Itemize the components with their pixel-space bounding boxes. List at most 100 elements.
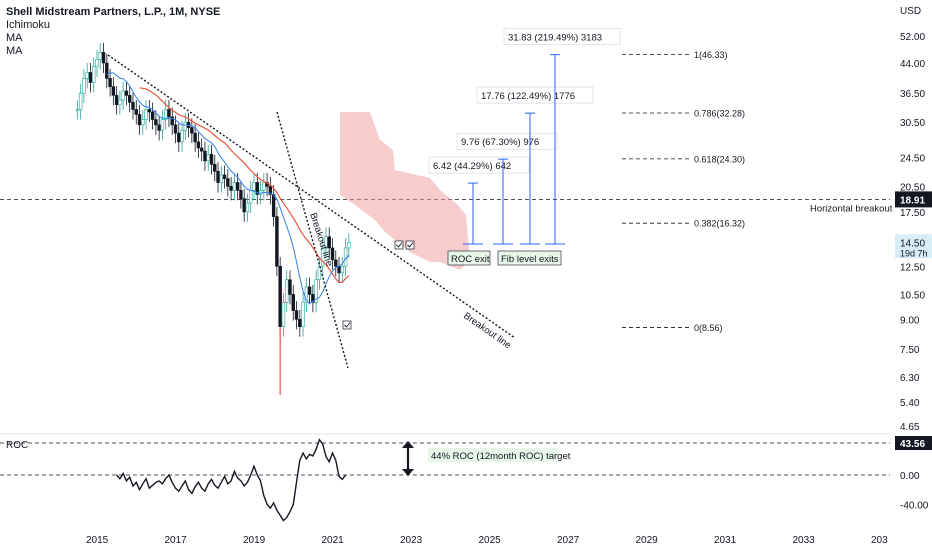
candle-body — [327, 236, 331, 249]
candle-body — [288, 279, 292, 295]
candle-body — [311, 294, 315, 303]
candle-body — [137, 114, 142, 126]
x-tick-label: 2033 — [793, 535, 816, 546]
currency-label: USD — [900, 6, 921, 17]
check-icon — [344, 322, 351, 328]
horizontal-breakout-label: Horizontal breakout — [810, 203, 893, 214]
candle-body — [160, 119, 165, 131]
roc-y-tick: 0.00 — [900, 471, 920, 482]
x-tick-label: 203 — [871, 535, 888, 546]
roc-exit-box — [447, 250, 491, 266]
candle-body — [95, 59, 99, 67]
candle-body — [131, 101, 135, 110]
candle-body — [78, 92, 83, 110]
x-tick-label: 2029 — [636, 535, 659, 546]
candle-body — [268, 186, 273, 195]
target-arrows: 6.42 (44.29%) 642 9.76 (67.30%) 976 17.76 … — [342, 28, 621, 330]
breakout-line-steep — [276, 111, 349, 369]
candle-body — [101, 52, 106, 64]
candle-body — [128, 95, 132, 103]
target-label: 9.76 (67.30%) 976 — [461, 137, 539, 148]
y-tick-label: 6.30 — [900, 373, 920, 384]
candle-body — [262, 182, 266, 191]
y-tick-label: 17.50 — [900, 208, 925, 219]
y-tick-label: 5.40 — [900, 398, 920, 409]
candle-body — [206, 154, 210, 162]
candle-body — [291, 294, 295, 311]
candle-body — [118, 99, 122, 105]
target-label-box — [476, 86, 594, 104]
candle-body — [173, 124, 178, 134]
candle-body — [105, 62, 109, 79]
roc-badge-text: 43.56 — [900, 439, 925, 450]
candle-body — [317, 265, 322, 281]
roc-line — [116, 438, 347, 522]
x-tick-label: 2027 — [557, 535, 580, 546]
target-label: 17.76 (122.49%) 1776 — [481, 91, 575, 102]
check-icon — [407, 242, 414, 248]
candle-body — [337, 265, 341, 274]
check-marker — [394, 240, 404, 250]
candle-body — [235, 182, 240, 191]
candle-body — [180, 130, 184, 143]
roc-title: ROC — [6, 440, 28, 451]
candle-body — [154, 119, 158, 126]
check-icon — [396, 242, 403, 248]
y-tick-label: 24.50 — [900, 154, 925, 165]
candle-body — [216, 171, 220, 183]
moving-averages — [106, 72, 350, 305]
y-tick-label: 10.50 — [900, 290, 925, 301]
candle-body — [163, 109, 168, 120]
roc-exit-label: ROC exit — [451, 254, 490, 265]
candle-body — [134, 109, 138, 115]
candlesticks — [75, 42, 351, 395]
x-tick-label: 2025 — [479, 535, 502, 546]
candle-body — [304, 286, 309, 303]
candle-body — [183, 121, 188, 131]
candle-body — [147, 109, 152, 113]
symbol-title[interactable]: Shell Midstream Partners, L.P., 1M, NYSE — [6, 6, 221, 18]
roc-badge — [895, 436, 932, 450]
candle-body — [75, 109, 80, 111]
x-tick-label: 2031 — [714, 535, 737, 546]
target-label-box — [428, 156, 530, 174]
ichimoku-cloud — [340, 112, 470, 270]
breakout-line-descending — [107, 54, 516, 339]
candle-body — [275, 216, 279, 267]
candle-body — [301, 302, 305, 327]
ma-line-fast — [106, 72, 350, 305]
indicator-ma-1[interactable]: MA — [6, 32, 23, 44]
candle-body — [281, 302, 286, 327]
candle-body — [222, 174, 227, 179]
candle-body — [232, 182, 237, 191]
fib-level-label: 0.786(32.28) — [694, 109, 745, 119]
fib-level-label: 1(46.33) — [694, 50, 728, 60]
candle-body — [121, 90, 125, 101]
y-tick-label: 52.00 — [900, 32, 925, 43]
x-tick-label: 2017 — [165, 535, 188, 546]
price-badge-breakout — [895, 191, 932, 208]
candle-body — [203, 150, 207, 162]
check-marker — [342, 320, 352, 330]
target-label-box — [456, 132, 558, 150]
target-label: 31.83 (219.49%) 3183 — [508, 33, 602, 44]
candle-body — [330, 247, 335, 261]
y-tick-label: 20.50 — [900, 182, 925, 193]
roc-arrow-head-down — [402, 469, 414, 476]
candle-body — [298, 319, 302, 327]
y-tick-label: 7.50 — [900, 345, 920, 356]
candle-body — [150, 111, 155, 120]
fib-level-label: 0.382(16.32) — [694, 219, 745, 229]
candle-body — [229, 186, 233, 191]
y-tick-label: 4.65 — [900, 422, 920, 433]
candle-body — [226, 178, 230, 187]
candle-body — [307, 286, 312, 295]
candle-body — [92, 66, 96, 83]
roc-target-box — [428, 448, 558, 462]
candle-body — [177, 132, 181, 143]
candle-body — [196, 141, 201, 149]
y-tick-label: 44.00 — [900, 59, 925, 70]
indicator-ma-2[interactable]: MA — [6, 45, 23, 57]
indicator-ichimoku[interactable]: Ichimoku — [6, 19, 51, 31]
